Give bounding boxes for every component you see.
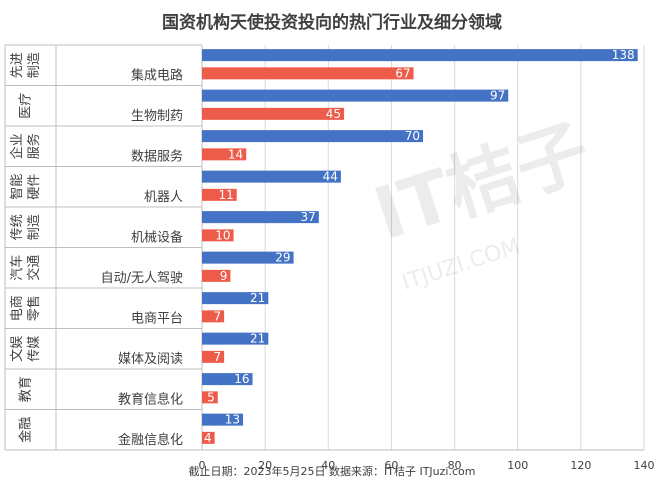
sector-label: 交通 bbox=[26, 255, 42, 281]
x-tick-label: 40 bbox=[321, 459, 335, 472]
sector-value-label: 97 bbox=[490, 89, 505, 103]
subsector-value-label: 67 bbox=[395, 66, 410, 80]
sector-bar bbox=[202, 413, 244, 426]
subsector-bar bbox=[202, 310, 225, 323]
sector-label: 先进 bbox=[10, 52, 25, 78]
sector-label: 传统 bbox=[10, 214, 25, 240]
subsector-bar bbox=[202, 229, 234, 242]
subsector-value-label: 7 bbox=[213, 309, 221, 323]
subsector-label: 自动/无人驾驶 bbox=[101, 271, 183, 286]
sector-label: 零售 bbox=[26, 295, 42, 321]
subsector-bar bbox=[202, 67, 414, 80]
subsector-bar bbox=[202, 269, 231, 282]
subsector-value-label: 45 bbox=[326, 107, 341, 121]
sector-value-label: 44 bbox=[323, 170, 338, 184]
x-tick-label: 0 bbox=[199, 459, 206, 472]
sector-label: 文娱 bbox=[10, 336, 25, 362]
subsector-bar bbox=[202, 188, 237, 201]
subsector-label: 媒体及阅读 bbox=[118, 352, 183, 367]
sector-label: 制造 bbox=[27, 214, 42, 240]
grid-lines bbox=[201, 45, 645, 450]
subsector-bar bbox=[202, 391, 218, 404]
sector-label: 金融 bbox=[18, 417, 34, 443]
sector-value-label: 37 bbox=[301, 210, 316, 224]
subsector-bar bbox=[202, 148, 247, 161]
sector-value-label: 13 bbox=[225, 413, 240, 427]
sector-bar bbox=[202, 89, 509, 102]
sector-value-label: 138 bbox=[612, 48, 635, 62]
sector-label: 电商 bbox=[10, 295, 25, 321]
bars bbox=[202, 49, 638, 444]
sector-label: 硬件 bbox=[27, 174, 42, 200]
sector-label: 教育 bbox=[18, 376, 34, 402]
x-axis-ticks: 0 20 40 60 80 100 120 140 bbox=[199, 459, 655, 472]
x-tick-label: 20 bbox=[258, 459, 272, 472]
subsector-value-label: 11 bbox=[218, 188, 233, 202]
sector-value-label: 29 bbox=[275, 251, 290, 265]
sector-bar bbox=[202, 251, 294, 264]
subsector-value-label: 10 bbox=[215, 228, 230, 242]
sector-bar bbox=[202, 170, 341, 183]
x-tick-label: 100 bbox=[507, 459, 528, 472]
sector-label: 汽车 bbox=[9, 255, 25, 281]
data-labels: 138 67 97 45 70 14 44 11 37 10 29 9 21 7 21 7 16 5 13 4 bbox=[204, 48, 635, 445]
subsector-bar bbox=[202, 431, 215, 444]
sector-value-label: 16 bbox=[234, 372, 249, 386]
sector-label: 企业 bbox=[9, 133, 25, 159]
sector-bar bbox=[202, 373, 253, 386]
subsector-label: 机械设备 bbox=[131, 229, 183, 245]
sector-value-label: 70 bbox=[405, 129, 420, 143]
subsector-label: 生物制药 bbox=[131, 109, 183, 124]
subsector-value-label: 7 bbox=[213, 350, 221, 364]
x-tick-label: 140 bbox=[634, 459, 655, 472]
x-tick-label: 60 bbox=[384, 459, 398, 472]
subsector-value-label: 5 bbox=[207, 390, 215, 404]
sector-label: 医疗 bbox=[19, 93, 34, 119]
subsector-label: 电商平台 bbox=[131, 311, 183, 326]
sector-bar bbox=[202, 130, 423, 143]
sector-value-label: 21 bbox=[250, 291, 265, 305]
subsector-label: 金融信息化 bbox=[118, 432, 183, 448]
subsector-value-label: 4 bbox=[204, 431, 212, 445]
sector-bar bbox=[202, 211, 319, 224]
sector-bar bbox=[202, 332, 269, 345]
sector-bar bbox=[202, 49, 638, 62]
sector-label: 传媒 bbox=[27, 336, 42, 362]
sector-value-label: 21 bbox=[250, 332, 265, 346]
subsector-bar bbox=[202, 350, 225, 363]
chart-title: 国资机构天使投资投向的热门行业及细分领域 bbox=[162, 13, 502, 33]
x-tick-label: 120 bbox=[570, 459, 591, 472]
chart-footer: 截止日期：2023年5月25日 数据来源：IT桔子 ITJuzi.com bbox=[188, 465, 476, 478]
sector-bar bbox=[202, 292, 269, 305]
subsector-bar bbox=[202, 107, 345, 120]
category-axis: 先进 制造 集成电路医疗 生物制药企业 服务 数据服务智能 硬件 机器人传统 制造 机械设备汽车交… bbox=[4, 44, 644, 451]
subsector-label: 集成电路 bbox=[131, 67, 183, 83]
sector-label: 制造 bbox=[27, 52, 42, 78]
subsector-label: 数据服务 bbox=[131, 148, 183, 164]
sector-label: 智能 bbox=[10, 174, 25, 200]
sector-label: 服务 bbox=[26, 133, 42, 159]
subsector-value-label: 9 bbox=[220, 269, 228, 283]
subsector-label: 机器人 bbox=[144, 190, 183, 205]
subsector-value-label: 14 bbox=[228, 147, 243, 161]
subsector-label: 教育信息化 bbox=[118, 391, 183, 407]
x-tick-label: 80 bbox=[448, 459, 462, 472]
